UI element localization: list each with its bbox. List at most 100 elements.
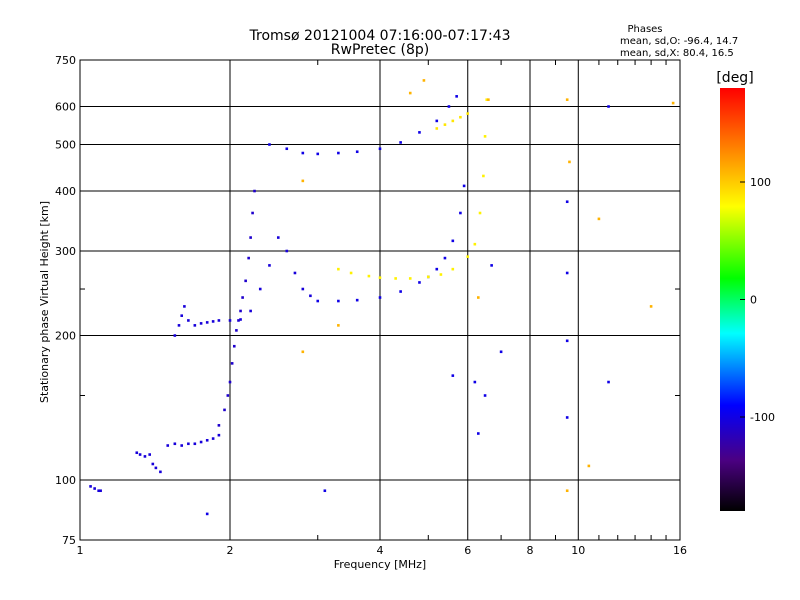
data-point bbox=[301, 179, 305, 183]
data-point bbox=[180, 444, 184, 447]
data-point bbox=[459, 211, 462, 215]
data-point bbox=[355, 298, 359, 302]
data-point bbox=[367, 274, 371, 278]
series-F2-X bbox=[337, 98, 489, 280]
data-point bbox=[323, 489, 327, 493]
x-tick-label: 8 bbox=[527, 544, 534, 557]
data-point bbox=[565, 339, 569, 343]
data-point bbox=[301, 350, 305, 354]
data-point bbox=[451, 119, 455, 123]
data-point bbox=[443, 256, 447, 260]
data-point bbox=[487, 98, 490, 101]
stats-line-o: mean, sd,O: -96.4, 14.7 bbox=[620, 36, 738, 47]
data-point bbox=[477, 296, 480, 299]
data-point bbox=[183, 305, 186, 308]
data-point bbox=[462, 184, 466, 188]
data-point bbox=[483, 135, 487, 138]
series-multihop-X bbox=[435, 112, 470, 130]
data-point bbox=[205, 512, 209, 516]
data-point bbox=[268, 264, 271, 267]
series-F1-trace bbox=[173, 236, 312, 337]
data-point bbox=[439, 273, 443, 276]
data-point bbox=[199, 440, 203, 444]
data-point bbox=[285, 249, 289, 253]
data-point bbox=[565, 416, 569, 419]
data-point bbox=[249, 236, 252, 239]
data-point bbox=[199, 322, 203, 325]
x-tick-label: 4 bbox=[377, 544, 384, 557]
data-point bbox=[399, 290, 402, 293]
data-point bbox=[228, 380, 232, 384]
data-point bbox=[565, 489, 569, 493]
data-point bbox=[478, 211, 482, 215]
y-tick-label: 600 bbox=[55, 101, 76, 114]
data-point bbox=[301, 151, 305, 155]
data-point bbox=[451, 374, 455, 377]
data-point bbox=[490, 264, 493, 267]
series-scattered bbox=[205, 105, 610, 516]
data-point bbox=[241, 296, 244, 299]
x-tick-label: 6 bbox=[464, 544, 471, 557]
data-point bbox=[451, 239, 455, 243]
data-point bbox=[97, 489, 100, 493]
data-point bbox=[378, 296, 382, 299]
data-point bbox=[597, 217, 601, 221]
data-point bbox=[148, 453, 152, 456]
y-tick-label: 400 bbox=[55, 185, 76, 198]
data-point bbox=[187, 442, 190, 446]
colorbar-label: [deg] bbox=[716, 70, 753, 86]
data-point bbox=[159, 470, 162, 474]
data-point bbox=[565, 200, 569, 204]
plot-area: 1 2 4 6 8 10 16 75 100 200 300 400 500 600 750 bbox=[55, 54, 687, 557]
data-point bbox=[143, 455, 147, 458]
data-point bbox=[337, 151, 340, 155]
data-point bbox=[154, 466, 158, 470]
data-point bbox=[205, 321, 209, 324]
y-tick-label: 75 bbox=[62, 534, 76, 547]
data-point bbox=[232, 344, 236, 348]
data-point bbox=[349, 271, 353, 275]
data-point bbox=[473, 242, 477, 246]
data-point bbox=[587, 464, 591, 468]
y-tick-label: 500 bbox=[55, 139, 76, 152]
chart-title: Tromsø 20121004 07:16:00-07:17:43 bbox=[249, 28, 511, 44]
data-point bbox=[568, 160, 571, 164]
data-point bbox=[355, 150, 359, 154]
data-point bbox=[565, 271, 569, 275]
series-F2-O bbox=[316, 184, 466, 303]
series-E-layer bbox=[89, 433, 221, 493]
data-point bbox=[239, 309, 242, 313]
colorbar-tick-label: 100 bbox=[750, 176, 771, 189]
series-scattered-warm bbox=[301, 79, 675, 493]
data-point bbox=[485, 98, 489, 101]
data-point bbox=[205, 438, 209, 442]
data-point bbox=[443, 123, 447, 126]
data-point bbox=[466, 112, 470, 115]
series-E-cusp bbox=[217, 189, 256, 427]
data-point bbox=[138, 453, 142, 456]
data-point bbox=[671, 101, 675, 105]
y-tick-label: 200 bbox=[55, 330, 76, 343]
data-point bbox=[217, 319, 221, 322]
colorbar-tick-label: 0 bbox=[750, 294, 757, 307]
y-tick-label: 300 bbox=[55, 245, 76, 258]
data-point bbox=[249, 309, 252, 313]
data-point bbox=[466, 255, 470, 258]
data-point bbox=[394, 277, 397, 280]
x-tick-label: 10 bbox=[571, 544, 585, 557]
data-point bbox=[435, 267, 439, 271]
y-axis-label: Stationary phase Virtual Height [km] bbox=[38, 201, 51, 403]
data-point bbox=[483, 394, 487, 397]
data-point bbox=[435, 119, 439, 123]
data-point bbox=[177, 324, 181, 327]
data-point bbox=[418, 281, 421, 284]
data-point bbox=[337, 324, 340, 327]
data-point bbox=[247, 256, 250, 260]
data-point bbox=[408, 91, 412, 95]
data-point bbox=[499, 350, 503, 354]
data-point bbox=[337, 267, 340, 271]
data-point bbox=[93, 487, 96, 490]
y-tick-label: 100 bbox=[55, 474, 76, 487]
data-point bbox=[293, 271, 297, 275]
